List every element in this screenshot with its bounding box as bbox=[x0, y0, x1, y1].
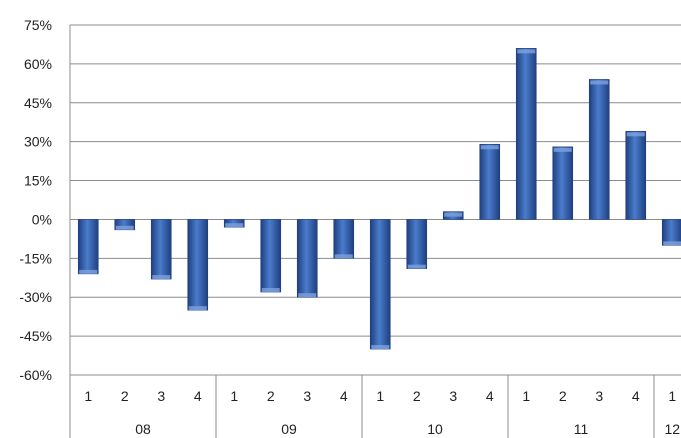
bar bbox=[406, 219, 428, 270]
x-axis: 1 2 3 4 1 2 3 4 1 2 3 4 1 2 3 4 108 09 10 11 12 bbox=[69, 25, 680, 438]
x-tick-label-quarter: 1 bbox=[230, 388, 238, 404]
x-tick-label-quarter: 2 bbox=[413, 388, 421, 404]
bar bbox=[150, 219, 172, 280]
y-tick-label: -60% bbox=[19, 367, 52, 383]
y-tick-label: -30% bbox=[19, 289, 52, 305]
x-tick-label-quarter: 3 bbox=[595, 388, 603, 404]
x-tick-label-quarter: 2 bbox=[559, 388, 567, 404]
x-tick-label-quarter: 3 bbox=[157, 388, 165, 404]
y-axis-tick-labels: -60% -45% -30% -15% 0% 15% 30% 45% 60% 75% bbox=[19, 17, 52, 383]
bar-highlight bbox=[517, 49, 536, 54]
bar-highlight bbox=[626, 132, 645, 137]
bar bbox=[260, 219, 282, 293]
x-tick-label-quarter: 4 bbox=[340, 388, 348, 404]
y-tick-label: 0% bbox=[32, 211, 52, 227]
bar bbox=[333, 219, 355, 259]
x-tick-label-quarter: 2 bbox=[267, 388, 275, 404]
bar-highlight bbox=[79, 269, 98, 274]
bar-highlight bbox=[115, 225, 134, 230]
x-tick-label-quarter: 1 bbox=[376, 388, 384, 404]
bar-highlight bbox=[152, 275, 171, 280]
x-tick-label-quarter: 4 bbox=[194, 388, 202, 404]
y-tick-label: -15% bbox=[19, 250, 52, 266]
x-tick-label-quarter: 4 bbox=[632, 388, 640, 404]
y-tick-label: 75% bbox=[24, 17, 52, 33]
bar bbox=[479, 143, 501, 220]
y-tick-label: -45% bbox=[19, 328, 52, 344]
y-tick-label: 45% bbox=[24, 95, 52, 111]
x-tick-label-quarter: 1 bbox=[668, 388, 676, 404]
bars bbox=[77, 48, 681, 350]
bar bbox=[369, 219, 391, 350]
bar bbox=[625, 130, 647, 220]
x-tick-label-year: 10 bbox=[427, 421, 443, 437]
x-tick-label-quarter: 1 bbox=[522, 388, 530, 404]
y-tick-label: 15% bbox=[24, 173, 52, 189]
bar bbox=[296, 219, 318, 298]
x-tick-label-year: 09 bbox=[281, 421, 297, 437]
x-tick-label-year: 11 bbox=[574, 421, 589, 437]
x-tick-label-quarter: 2 bbox=[121, 388, 129, 404]
bar bbox=[77, 219, 99, 275]
x-tick-label-quarter: 4 bbox=[486, 388, 494, 404]
bar-highlight bbox=[334, 254, 353, 259]
y-tick-label: 60% bbox=[24, 56, 52, 72]
bar-highlight bbox=[298, 293, 317, 298]
bar-highlight bbox=[663, 241, 681, 246]
x-tick-label-year: 08 bbox=[135, 421, 151, 437]
bar-highlight bbox=[480, 145, 499, 150]
x-tick-label-quarter: 3 bbox=[449, 388, 457, 404]
bar-highlight bbox=[407, 264, 426, 269]
bar bbox=[588, 79, 610, 220]
bar-highlight bbox=[553, 147, 572, 152]
y-tick-label: 30% bbox=[24, 134, 52, 150]
bar bbox=[187, 219, 209, 311]
x-tick-label-quarter: 1 bbox=[84, 388, 92, 404]
bar bbox=[552, 146, 574, 220]
bar-highlight bbox=[225, 223, 244, 228]
bar-highlight bbox=[188, 306, 207, 311]
bar-highlight bbox=[371, 345, 390, 350]
x-tick-label-quarter: 3 bbox=[303, 388, 311, 404]
bar-highlight bbox=[444, 212, 463, 217]
bar-highlight bbox=[261, 288, 280, 293]
x-tick-label-year: 12 bbox=[664, 421, 680, 437]
bar-highlight bbox=[590, 80, 609, 85]
bar bbox=[515, 48, 537, 220]
